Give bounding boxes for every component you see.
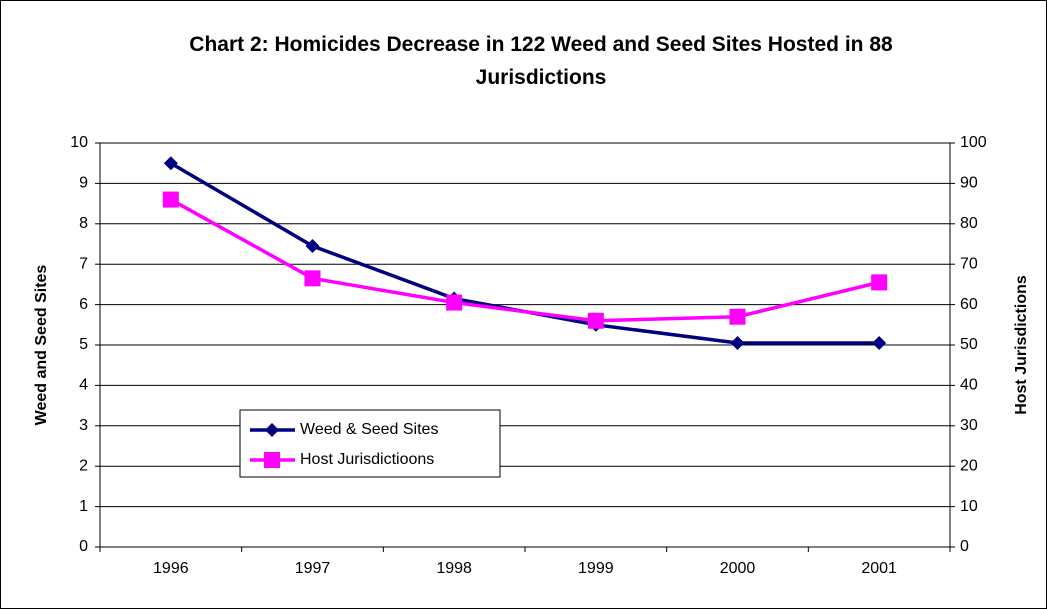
marker bbox=[729, 308, 746, 325]
y-tick-label: 9 bbox=[79, 175, 88, 192]
marker bbox=[305, 239, 320, 254]
marker bbox=[871, 274, 888, 291]
y2-tick-label: 80 bbox=[960, 215, 978, 232]
y2-tick-label: 10 bbox=[960, 498, 978, 515]
y-tick-label: 4 bbox=[79, 377, 88, 394]
x-tick-label: 1999 bbox=[578, 560, 614, 577]
legend: Weed & Seed Sites Host Jurisdictioons bbox=[239, 409, 501, 478]
x-tick-label: 1996 bbox=[153, 560, 189, 577]
x-tick-label: 2001 bbox=[861, 560, 897, 577]
legend-box bbox=[239, 409, 501, 478]
y2-tick-label: 40 bbox=[960, 377, 978, 394]
y2-tick-label: 70 bbox=[960, 255, 978, 272]
y2-tick-label: 30 bbox=[960, 417, 978, 434]
y-tick-label: 6 bbox=[79, 296, 88, 313]
y-tick-label: 2 bbox=[79, 457, 88, 474]
y-axis-label: Weed and Seed Sites bbox=[33, 265, 50, 426]
y2-axis-label: Host Jurisdictions bbox=[1013, 275, 1030, 415]
y-tick-label: 5 bbox=[79, 336, 88, 353]
marker bbox=[304, 270, 321, 287]
y2-tick-label: 0 bbox=[960, 538, 969, 555]
legend-label: Weed & Seed Sites bbox=[300, 421, 438, 438]
y-tick-label: 7 bbox=[79, 255, 88, 272]
y-tick-label: 1 bbox=[79, 498, 88, 515]
x-tick-label: 1997 bbox=[295, 560, 331, 577]
y2-tick-label: 20 bbox=[960, 457, 978, 474]
marker bbox=[872, 335, 887, 350]
y-tick-label: 0 bbox=[79, 538, 88, 555]
series-line bbox=[169, 198, 880, 323]
marker bbox=[162, 191, 179, 208]
legend-marker bbox=[264, 452, 280, 468]
legend-marker bbox=[265, 423, 279, 437]
y2-tick-label: 90 bbox=[960, 175, 978, 192]
y-tick-label: 8 bbox=[79, 215, 88, 232]
marker bbox=[163, 156, 178, 171]
x-tick-label: 2000 bbox=[720, 560, 756, 577]
marker bbox=[446, 294, 463, 311]
marker bbox=[730, 335, 745, 350]
y2-tick-label: 50 bbox=[960, 336, 978, 353]
marker bbox=[587, 312, 604, 329]
x-tick-label: 1998 bbox=[436, 560, 472, 577]
y-tick-label: 10 bbox=[70, 134, 88, 151]
legend-label: Host Jurisdictioons bbox=[300, 451, 434, 468]
chart-title: Chart 2: Homicides Decrease in 122 Weed … bbox=[189, 33, 893, 89]
y-tick-label: 3 bbox=[79, 417, 88, 434]
y2-tick-label: 60 bbox=[960, 296, 978, 313]
y2-tick-label: 100 bbox=[960, 134, 987, 151]
